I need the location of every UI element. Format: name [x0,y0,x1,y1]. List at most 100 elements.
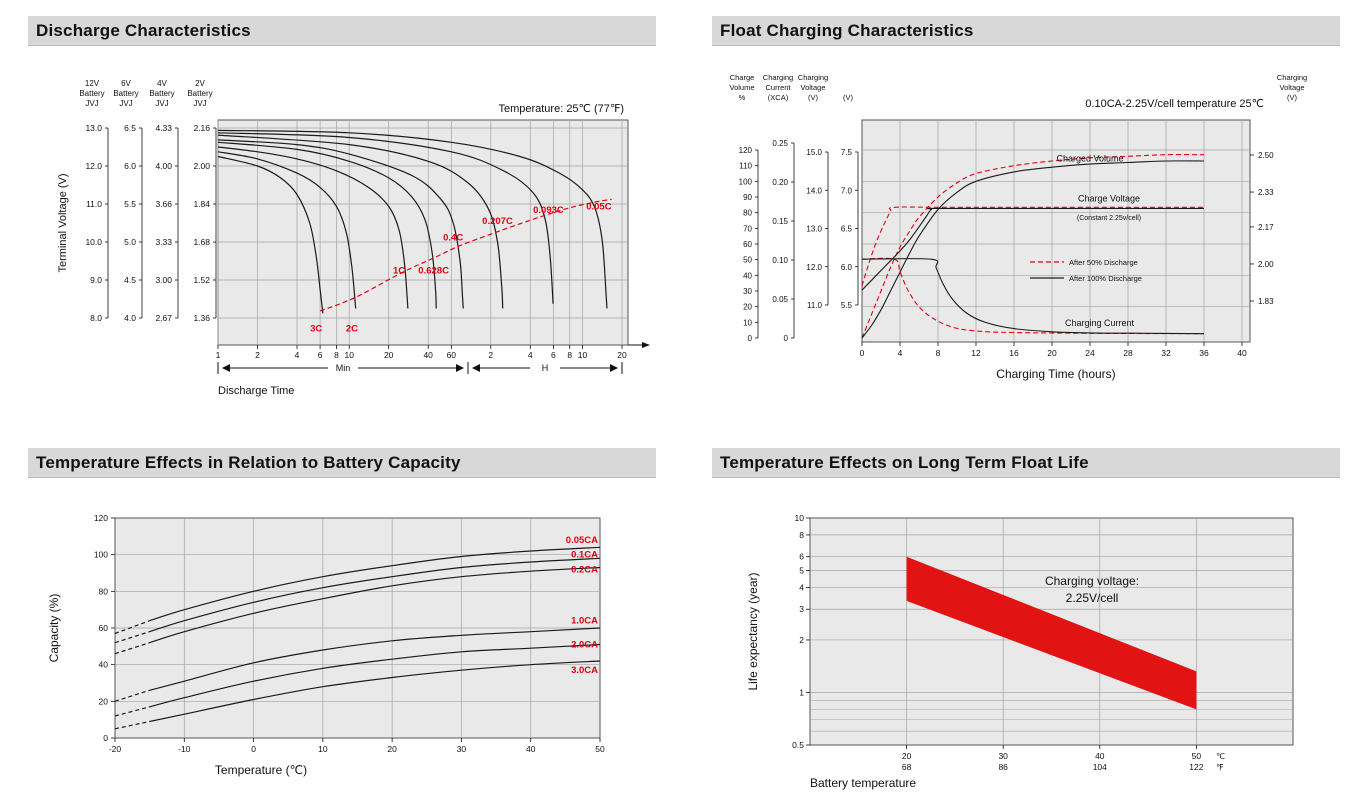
y-tick-label: 4.5 [124,275,136,285]
y-tick-label: 100 [739,177,753,186]
y-tick-label: 0 [748,334,753,343]
y-tick-label: 2 [799,635,804,645]
y-tick-label: 3.00 [155,275,172,285]
y-tick-label: 10 [743,318,752,327]
x-tick-label: 36 [1199,348,1209,358]
capacity-curve-dashed-0.1CA [114,631,150,644]
panel-temperature-capacity: Temperature Effects in Relation to Batte… [28,448,656,792]
y-tick-label: 20 [743,303,752,312]
x-axis-title: Temperature (℃) [215,763,307,777]
series-pct-100 [861,160,1205,339]
x-tick-label: 10 [318,744,328,754]
capacity-curve-2.0CA [149,643,601,708]
legend-label-50: After 50% Discharge [1069,258,1138,267]
annotation: Charge Voltage [1078,194,1140,204]
plot-area [217,119,629,346]
y-tick-label: 120 [94,513,108,523]
discharge-curve-0.05C [217,129,608,309]
y-tick-label: 1.36 [193,313,210,323]
y-tick-label: 8 [799,530,804,540]
y-tick-label: 1.68 [193,237,210,247]
rate-label: 0.2CA [571,564,598,575]
y-axis-title: Capacity (%) [47,594,61,663]
discharge-curve-0.093C [217,132,554,304]
x-tick-label: 8 [567,350,572,360]
x-tick-label: 20 [617,350,627,360]
y-tick-label: 0.25 [772,139,788,148]
series-pct-50 [861,154,1205,339]
y-tick-label: 15.0 [806,148,822,157]
y-tick-label: 12.0 [806,263,822,272]
y-tick-label: 5.5 [124,199,136,209]
y-axis-header: Battery [113,89,138,98]
rate-label: 0.1CA [571,550,598,561]
right-tick-label: 2.33 [1258,188,1274,197]
capacity-curve-dashed-1.0CA [114,689,150,702]
y-tick-label: 6 [799,552,804,562]
x-tick-label: 24 [1085,348,1095,358]
rate-label: 3.0CA [571,665,598,676]
panel-float-life: Temperature Effects on Long Term Float L… [712,448,1340,792]
x-tick-label: 40 [423,350,433,360]
y-axis-title: Life expectancy (year) [746,572,760,690]
capacity-curve-dashed-0.05CA [114,620,150,635]
capacity-curve-0.1CA [149,557,601,633]
y-tick-label: 6.0 [841,263,853,272]
y-axis-header: 6V [121,79,131,88]
x-tick-label: 60 [447,350,457,360]
x-tick-label: -10 [178,744,191,754]
y-tick-label: 6.0 [124,161,136,171]
chart-note: 0.10CA-2.25V/cell temperature 25℃ [1085,98,1264,110]
left-axis-header: (XCA) [768,93,789,102]
rate-label: 0.093C [533,205,564,216]
annotation: Charging Current [1065,318,1135,328]
discharge-curve-0.628C [217,141,437,309]
discharge-curve-0.207C [217,134,504,309]
x-tick-label: 12 [971,348,981,358]
x-unit-celsius: ℃ [1216,752,1225,761]
y-tick-label: 30 [743,287,752,296]
discharge-curve-0.4C [217,139,464,309]
left-axis-header: Volume [729,83,754,92]
x-tick-label: 20 [384,350,394,360]
x-tick-label: 4 [528,350,533,360]
y-tick-label: 12.0 [85,161,102,171]
legend-label-100: After 100% Discharge [1069,274,1142,283]
y-tick-label: 1.84 [193,199,210,209]
y-axis-header: Battery [79,89,104,98]
y-tick-label: 13.0 [806,225,822,234]
y-axis-header: JVJ [119,99,132,108]
rail-arrow-left [222,364,230,372]
x-tick-label: 20 [387,744,397,754]
y-tick-label: 1.52 [193,275,210,285]
left-axis-header: Voltage [800,83,825,92]
y-tick-label: 9.0 [90,275,102,285]
y-tick-label: 14.0 [806,186,822,195]
x-tick-label-celsius: 20 [902,751,912,761]
y-tick-label: 6.5 [124,123,136,133]
y-axis-header: Battery [149,89,174,98]
y-tick-label: 90 [743,193,752,202]
y-tick-label: 3.66 [155,199,172,209]
discharge-characteristics-chart: 1 2 4 6 8 10 20 40 60 2 4 6 8 10 2012VBatteryJVJ13.012… [57,79,650,397]
rate-label: 0.05CA [566,535,598,546]
y-tick-label: 0.10 [772,256,788,265]
y-axis-header: 4V [157,79,167,88]
x-unit-hour: H [542,363,549,373]
right-axis-header: Voltage [1279,83,1304,92]
left-axis-header: (V) [808,93,819,102]
temperature-capacity-chart: -20 -10 0 10 20 30 40 50 0 20 40 60 80 100 120 Capacity… [47,513,605,777]
y-axis-header: Battery [187,89,212,98]
x-unit-fahrenheit: ℉ [1216,763,1224,772]
y-tick-label: 5 [799,566,804,576]
x-tick-label: -20 [109,744,122,754]
x-tick-label: 10 [578,350,588,360]
x-tick-label: 4 [898,348,903,358]
y-tick-label: 60 [743,240,752,249]
rate-label: 0.4C [443,232,463,243]
annotation: (Constant 2.25v/cell) [1077,215,1141,222]
temperature-note: Temperature: 25℃ (77℉) [498,103,624,115]
rate-label: 2.0CA [571,640,598,651]
y-tick-label: 60 [99,623,109,633]
